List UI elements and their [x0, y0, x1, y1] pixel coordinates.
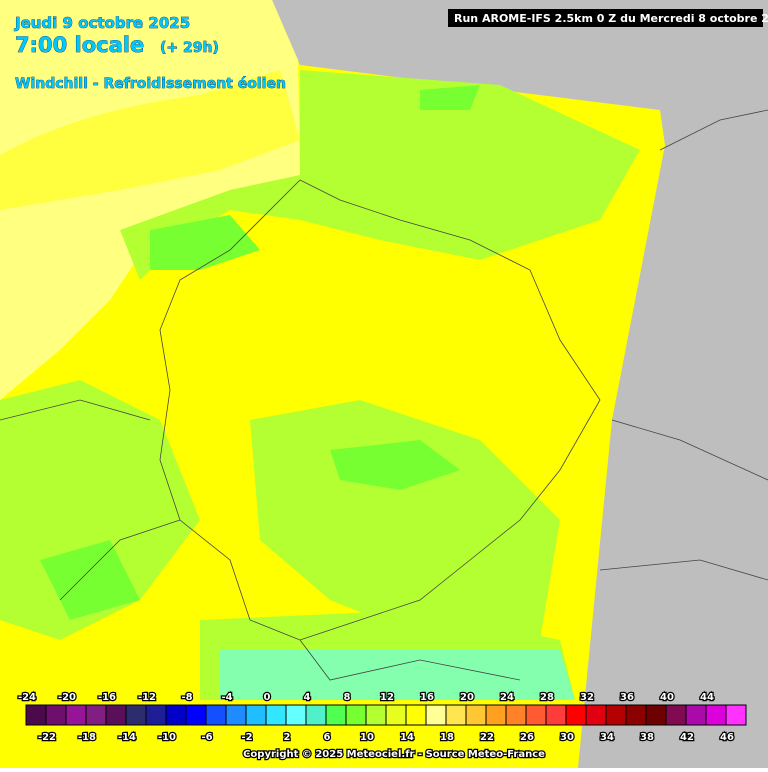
legend-swatch — [645, 704, 667, 726]
legend-label: 0 — [264, 692, 271, 703]
borders — [0, 109, 768, 681]
legend-label: 20 — [460, 692, 474, 703]
legend-label: 26 — [520, 732, 534, 743]
legend-label: -24 — [18, 692, 36, 703]
legend-label: 8 — [344, 692, 351, 703]
sea-band — [0, 70, 300, 210]
legend-swatch — [485, 704, 507, 726]
legend-label: 2 — [284, 732, 291, 743]
legend-label: -12 — [138, 692, 156, 703]
legend-label: 12 — [380, 692, 394, 703]
legend-label: 42 — [680, 732, 694, 743]
copyright: Copyright © 2025 Meteociel.fr - Source M… — [243, 749, 545, 760]
lead-time: (+ 29h) — [160, 40, 219, 56]
legend-label: 14 — [400, 732, 414, 743]
legend-swatch — [525, 704, 547, 726]
legend-label: 22 — [480, 732, 494, 743]
legend-label: -14 — [118, 732, 136, 743]
legend-swatch — [125, 704, 147, 726]
legend-label: 38 — [640, 732, 654, 743]
legend-swatch — [365, 704, 387, 726]
run-info: Run AROME-IFS 2.5km 0 Z du Mercredi 8 oc… — [454, 12, 768, 25]
legend-label: 36 — [620, 692, 634, 703]
time: 7:00 locale — [15, 33, 144, 57]
legend-label: 46 — [720, 732, 734, 743]
legend-label: 44 — [700, 692, 714, 703]
legend-label: 18 — [440, 732, 454, 743]
legend-label: 6 — [324, 732, 331, 743]
legend-label: -16 — [98, 692, 116, 703]
legend-swatch — [625, 704, 647, 726]
legend-swatch — [325, 704, 347, 726]
legend-swatch — [445, 704, 467, 726]
date: Jeudi 9 octobre 2025 — [14, 14, 190, 32]
legend-label: 40 — [660, 692, 674, 703]
legend-swatch — [185, 704, 207, 726]
legend-swatch — [565, 704, 587, 726]
field-name: Windchill - Refroidissement éolien — [15, 76, 286, 92]
legend-label: -4 — [221, 692, 232, 703]
legend-swatch — [385, 704, 407, 726]
legend-label: 10 — [360, 732, 374, 743]
legend-label: -6 — [201, 732, 212, 743]
legend-label: 32 — [580, 692, 594, 703]
legend-swatch — [105, 704, 127, 726]
legend-swatch — [225, 704, 247, 726]
legend-label: -10 — [158, 732, 176, 743]
legend-swatch — [705, 704, 727, 726]
legend-swatch — [465, 704, 487, 726]
legend-swatch — [505, 704, 527, 726]
legend-label: 24 — [500, 692, 514, 703]
legend-swatch — [305, 704, 327, 726]
legend-swatch — [685, 704, 707, 726]
legend-label: 34 — [600, 732, 614, 743]
legend-label: -18 — [78, 732, 96, 743]
legend-label: -20 — [58, 692, 76, 703]
legend-swatch — [85, 704, 107, 726]
legend-swatch — [65, 704, 87, 726]
legend-label: -2 — [241, 732, 252, 743]
legend-swatch — [725, 704, 747, 726]
legend-swatch — [425, 704, 447, 726]
legend-swatch — [665, 704, 687, 726]
legend-label: 30 — [560, 732, 574, 743]
legend-swatch — [285, 704, 307, 726]
legend-label: -22 — [38, 732, 56, 743]
legend-swatch — [605, 704, 627, 726]
legend-swatch — [585, 704, 607, 726]
darker-green-areas — [40, 85, 480, 620]
legend-swatch — [345, 704, 367, 726]
legend: -24-22-20-18-16-14-12-10-8-6-4-202468101… — [17, 691, 747, 744]
legend-label: 16 — [420, 692, 434, 703]
alps — [220, 650, 575, 700]
legend-swatch — [145, 704, 167, 726]
legend-label: -8 — [181, 692, 192, 703]
legend-swatch — [405, 704, 427, 726]
legend-label: 4 — [304, 692, 311, 703]
legend-label: 28 — [540, 692, 554, 703]
legend-swatch — [245, 704, 267, 726]
legend-swatch — [265, 704, 287, 726]
legend-swatch — [45, 704, 67, 726]
legend-swatch — [165, 704, 187, 726]
legend-swatch — [205, 704, 227, 726]
legend-swatch — [25, 704, 47, 726]
run-box — [448, 9, 763, 27]
legend-swatch — [545, 704, 567, 726]
